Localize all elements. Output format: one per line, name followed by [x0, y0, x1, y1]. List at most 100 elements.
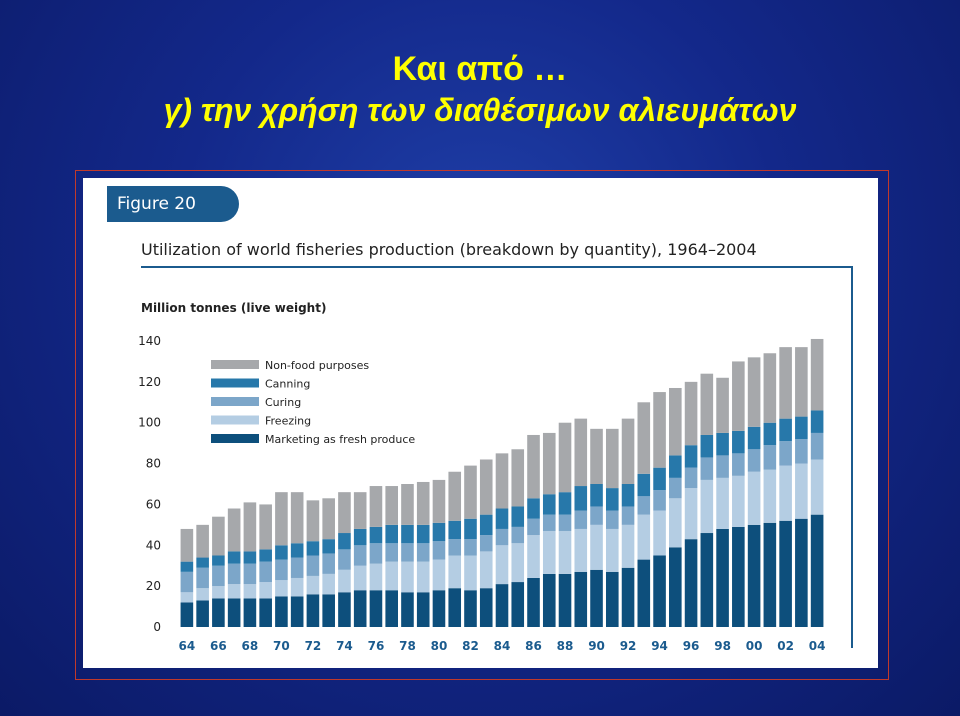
bar-72-series-2: [307, 556, 320, 576]
bar-97-series-3: [701, 435, 714, 457]
x-tick-label: 02: [777, 639, 794, 653]
bar-64-series-4: [181, 529, 194, 562]
legend-swatch: [211, 379, 259, 388]
bar-89-series-4: [574, 419, 587, 486]
bar-72-series-4: [307, 500, 320, 541]
bar-82-series-1: [464, 556, 477, 591]
bar-64-series-3: [181, 562, 194, 572]
bar-78-series-1: [401, 562, 414, 593]
bar-91-series-2: [606, 511, 619, 529]
y-tick-label: 40: [146, 538, 161, 552]
bar-89-series-1: [574, 529, 587, 572]
slide-title-line1: Και από …: [0, 50, 960, 89]
bar-66-series-0: [212, 598, 225, 627]
bar-68-series-4: [244, 502, 257, 551]
bar-94-series-1: [653, 511, 666, 556]
bar-02-series-4: [779, 347, 792, 419]
bar-64-series-2: [181, 572, 194, 592]
bar-81-series-3: [448, 521, 461, 539]
bar-86-series-4: [527, 435, 540, 498]
x-tick-label: 94: [651, 639, 668, 653]
bar-71-series-0: [291, 596, 304, 627]
bar-88-series-0: [559, 574, 572, 627]
bar-81-series-1: [448, 556, 461, 589]
legend-swatch: [211, 434, 259, 443]
bar-78-series-4: [401, 484, 414, 525]
bar-89-series-2: [574, 511, 587, 529]
bar-95-series-1: [669, 498, 682, 547]
bar-67-series-1: [228, 584, 241, 598]
bar-98-series-1: [716, 478, 729, 529]
bar-95-series-4: [669, 388, 682, 455]
bar-73-series-4: [322, 498, 335, 539]
bar-84-series-2: [496, 529, 509, 545]
bar-67-series-2: [228, 564, 241, 584]
y-tick-label: 60: [146, 497, 161, 511]
bar-73-series-1: [322, 574, 335, 594]
bar-91-series-3: [606, 488, 619, 510]
bar-86-series-2: [527, 519, 540, 535]
bar-70-series-1: [275, 580, 288, 596]
bar-82-series-3: [464, 519, 477, 539]
bar-98-series-2: [716, 455, 729, 477]
x-tick-label: 86: [525, 639, 542, 653]
bar-94-series-3: [653, 468, 666, 490]
y-ticks: 0 20 40 60 80 100 120 140: [138, 334, 161, 634]
bar-77-series-4: [385, 486, 398, 525]
bar-76-series-0: [370, 590, 383, 627]
y-tick-label: 20: [146, 579, 161, 593]
x-tick-label: 76: [368, 639, 385, 653]
x-tick-label: 74: [336, 639, 353, 653]
bar-66-series-3: [212, 556, 225, 566]
bar-65-series-4: [196, 525, 209, 558]
bar-90-series-3: [590, 484, 603, 506]
bar-75-series-2: [354, 545, 367, 565]
bar-99-series-1: [732, 476, 745, 527]
bar-04-series-1: [811, 459, 824, 514]
bar-77-series-3: [385, 525, 398, 543]
bar-92-series-4: [622, 419, 635, 484]
bar-88-series-2: [559, 515, 572, 531]
bar-91-series-0: [606, 572, 619, 627]
bar-79-series-2: [417, 543, 430, 561]
bar-86-series-1: [527, 535, 540, 578]
bar-80-series-2: [433, 541, 446, 559]
bar-02-series-3: [779, 419, 792, 441]
bar-96-series-2: [685, 468, 698, 488]
bar-87-series-4: [543, 433, 556, 494]
bar-01-series-0: [764, 523, 777, 627]
legend-swatch: [211, 397, 259, 406]
bar-74-series-4: [338, 492, 351, 533]
bar-84-series-3: [496, 509, 509, 529]
bar-89-series-3: [574, 486, 587, 511]
bar-83-series-1: [480, 551, 493, 588]
bar-72-series-1: [307, 576, 320, 594]
bar-85-series-4: [511, 449, 524, 506]
bar-68-series-1: [244, 584, 257, 598]
bar-90-series-0: [590, 570, 603, 627]
bar-81-series-2: [448, 539, 461, 555]
bar-97-series-2: [701, 457, 714, 479]
bar-99-series-3: [732, 431, 745, 453]
bar-79-series-4: [417, 482, 430, 525]
bar-95-series-3: [669, 455, 682, 477]
bar-76-series-3: [370, 527, 383, 543]
bar-92-series-3: [622, 484, 635, 506]
bar-73-series-2: [322, 553, 335, 573]
bar-00-series-4: [748, 357, 761, 426]
bar-95-series-0: [669, 547, 682, 627]
bar-97-series-0: [701, 533, 714, 627]
bar-71-series-1: [291, 578, 304, 596]
legend-label: Non-food purposes: [265, 359, 369, 372]
legend-label: Marketing as fresh produce: [265, 433, 415, 446]
bar-93-series-0: [638, 560, 651, 627]
x-tick-label: 68: [242, 639, 259, 653]
bar-96-series-3: [685, 445, 698, 467]
bar-87-series-2: [543, 515, 556, 531]
bar-74-series-3: [338, 533, 351, 549]
bar-02-series-1: [779, 466, 792, 521]
bar-82-series-0: [464, 590, 477, 627]
x-tick-label: 00: [746, 639, 763, 653]
bar-75-series-1: [354, 566, 367, 591]
bar-70-series-4: [275, 492, 288, 545]
